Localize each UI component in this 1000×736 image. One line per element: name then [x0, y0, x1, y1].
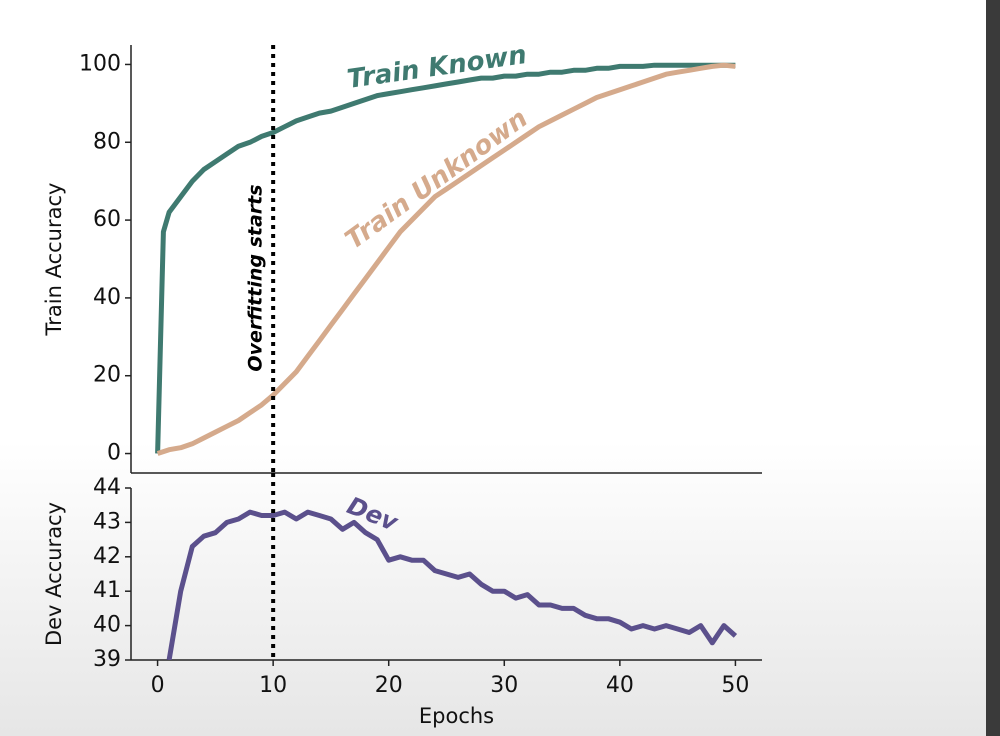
data-line	[155, 62, 736, 454]
y-tick-label: 41	[93, 578, 121, 603]
annotation: Overfitting starts	[245, 184, 267, 371]
data-line	[156, 62, 736, 456]
x-tick-label: 10	[259, 673, 287, 698]
x-tick-label: 40	[606, 673, 634, 698]
y-tick-label: 43	[93, 509, 121, 534]
x-tick-label: 20	[375, 673, 403, 698]
edge-strip	[986, 0, 1000, 736]
x-axis-label: Epochs	[419, 704, 494, 728]
y-tick-label: 42	[93, 544, 121, 569]
y-tick-label: 0	[107, 441, 121, 466]
y-tick-label: 80	[93, 129, 121, 154]
data-line	[166, 509, 738, 660]
x-tick-label: 30	[490, 673, 518, 698]
y-tick-label: 44	[93, 475, 121, 500]
y-tick-label: 40	[93, 613, 121, 638]
y-axis-label: Dev Accuracy	[42, 502, 66, 646]
y-tick-label: 40	[93, 285, 121, 310]
x-tick-label: 0	[151, 673, 165, 698]
x-tick-label: 50	[721, 673, 749, 698]
y-axis-label: Train Accuracy	[42, 183, 66, 337]
y-tick-label: 60	[93, 207, 121, 232]
y-tick-label: 39	[93, 647, 121, 672]
y-tick-label: 100	[79, 51, 121, 76]
y-tick-label: 20	[93, 363, 121, 388]
